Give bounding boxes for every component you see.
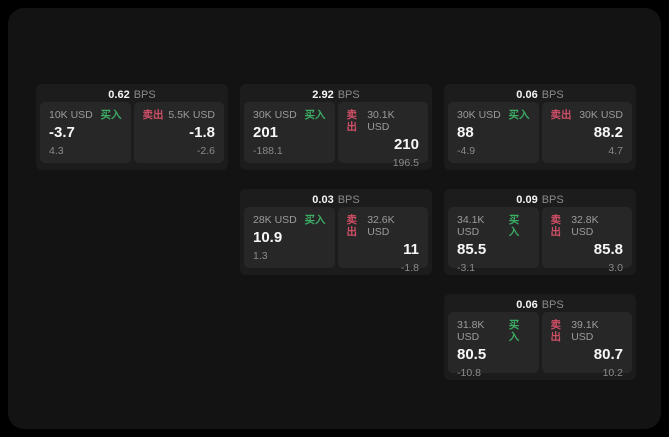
sell-change: 3.0 [608, 262, 623, 274]
bps-unit-label: BPS [541, 298, 564, 311]
buy-amount: 30K USD [253, 109, 297, 121]
buy-change: 4.3 [49, 145, 64, 157]
buy-side-label: 买入 [304, 214, 326, 226]
sell-change: -1.8 [400, 262, 419, 274]
sell-change: 196.5 [392, 157, 419, 169]
buy-change: 1.3 [253, 250, 268, 262]
bps-header: 0.06 BPS [444, 294, 636, 312]
buy-amount: 10K USD [49, 109, 93, 121]
sell-quote-tile[interactable]: 卖出 5.5K USD -1.8 -2.6 [133, 102, 224, 163]
sell-amount: 32.6K USD [367, 214, 395, 238]
quote-card: 0.06 BPS 30K USD 买入 88 -4.9 卖出 30K USD 8… [444, 84, 636, 170]
buy-amount: 31.8K USD [457, 319, 485, 343]
quote-card: 0.09 BPS 34.1K USD 买入 85.5 -3.1 卖出 32.8K… [444, 189, 636, 275]
sell-quote-tile[interactable]: 卖出 32.8K USD 85.8 3.0 [541, 207, 632, 274]
bps-value: 0.03 [312, 193, 334, 206]
sell-price: -1.8 [189, 124, 215, 141]
buy-side-label: 买入 [508, 319, 520, 343]
buy-price: 10.9 [253, 229, 283, 246]
bps-header: 0.03 BPS [240, 189, 432, 207]
bps-unit-label: BPS [337, 88, 360, 101]
sell-price: 11 [403, 241, 419, 258]
buy-change: -4.9 [457, 145, 476, 157]
buy-price: 80.5 [457, 346, 487, 363]
buy-change: -188.1 [253, 145, 283, 157]
buy-quote-tile[interactable]: 34.1K USD 买入 85.5 -3.1 [448, 207, 539, 274]
buy-quote-tile[interactable]: 30K USD 买入 88 -4.9 [448, 102, 539, 163]
buy-price: 88 [457, 124, 474, 141]
sell-side-label: 卖出 [550, 109, 572, 121]
sell-change: 10.2 [602, 367, 623, 379]
quote-card: 0.62 BPS 10K USD 买入 -3.7 4.3 卖出 5.5K USD… [36, 84, 228, 170]
sell-side-label: 卖出 [550, 214, 562, 238]
sell-price: 80.7 [593, 346, 623, 363]
quote-card: 2.92 BPS 30K USD 买入 201 -188.1 卖出 30.1K … [240, 84, 432, 170]
sell-side-label: 卖出 [346, 214, 358, 238]
buy-price: -3.7 [49, 124, 75, 141]
buy-price: 201 [253, 124, 279, 141]
sell-side-label: 卖出 [550, 319, 562, 343]
quotes-board: 0.62 BPS 10K USD 买入 -3.7 4.3 卖出 5.5K USD… [8, 8, 661, 429]
sell-side-label: 卖出 [142, 109, 164, 121]
sell-quote-tile[interactable]: 卖出 30K USD 88.2 4.7 [541, 102, 632, 163]
sell-quote-tile[interactable]: 卖出 39.1K USD 80.7 10.2 [541, 312, 632, 379]
buy-amount: 30K USD [457, 109, 501, 121]
quote-card: 0.06 BPS 31.8K USD 买入 80.5 -10.8 卖出 39.1… [444, 294, 636, 380]
buy-quote-tile[interactable]: 10K USD 买入 -3.7 4.3 [40, 102, 131, 163]
sell-price: 88.2 [593, 124, 623, 141]
sell-side-label: 卖出 [346, 109, 358, 133]
sell-change: 4.7 [608, 145, 623, 157]
buy-side-label: 买入 [304, 109, 326, 121]
sell-quote-tile[interactable]: 卖出 32.6K USD 11 -1.8 [337, 207, 428, 274]
bps-header: 2.92 BPS [240, 84, 432, 102]
bps-header: 0.09 BPS [444, 189, 636, 207]
buy-quote-tile[interactable]: 30K USD 买入 201 -188.1 [244, 102, 335, 163]
sell-amount: 30.1K USD [367, 109, 395, 133]
bps-header: 0.06 BPS [444, 84, 636, 102]
buy-side-label: 买入 [508, 214, 520, 238]
sell-amount: 5.5K USD [168, 109, 215, 121]
bps-unit-label: BPS [337, 193, 360, 206]
sell-amount: 32.8K USD [571, 214, 599, 238]
buy-amount: 28K USD [253, 214, 297, 226]
bps-unit-label: BPS [541, 193, 564, 206]
bps-value: 0.09 [516, 193, 538, 206]
bps-value: 0.06 [516, 88, 538, 101]
buy-quote-tile[interactable]: 28K USD 买入 10.9 1.3 [244, 207, 335, 268]
quote-card: 0.03 BPS 28K USD 买入 10.9 1.3 卖出 32.6K US… [240, 189, 432, 275]
sell-price: 85.8 [593, 241, 623, 258]
bps-value: 0.06 [516, 298, 538, 311]
buy-amount: 34.1K USD [457, 214, 485, 238]
sell-amount: 39.1K USD [571, 319, 599, 343]
bps-unit-label: BPS [133, 88, 156, 101]
sell-quote-tile[interactable]: 卖出 30.1K USD 210 196.5 [337, 102, 428, 169]
bps-unit-label: BPS [541, 88, 564, 101]
bps-header: 0.62 BPS [36, 84, 228, 102]
buy-side-label: 买入 [508, 109, 530, 121]
bps-value: 2.92 [312, 88, 334, 101]
buy-change: -10.8 [457, 367, 481, 379]
sell-change: -2.6 [196, 145, 215, 157]
sell-amount: 30K USD [579, 109, 623, 121]
buy-side-label: 买入 [100, 109, 122, 121]
buy-quote-tile[interactable]: 31.8K USD 买入 80.5 -10.8 [448, 312, 539, 379]
sell-price: 210 [393, 136, 419, 153]
buy-change: -3.1 [457, 262, 476, 274]
buy-price: 85.5 [457, 241, 487, 258]
bps-value: 0.62 [108, 88, 130, 101]
